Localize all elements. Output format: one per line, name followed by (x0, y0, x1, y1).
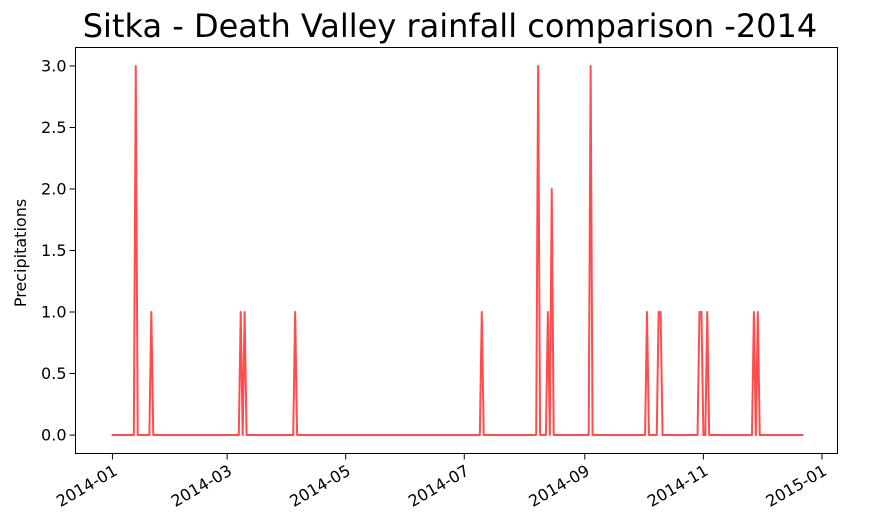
data-point (244, 311, 246, 313)
data-point (481, 311, 483, 313)
data-point (240, 311, 242, 313)
data-point (294, 311, 296, 313)
data-point (706, 311, 708, 313)
y-tick-label: 0.5 (41, 364, 66, 383)
y-tick-label: 0.0 (41, 426, 66, 445)
data-point (646, 311, 648, 313)
y-axis-label: Precipitations (11, 199, 30, 307)
data-point (537, 65, 539, 67)
x-tick-label: 2014-11 (644, 461, 711, 511)
y-tick-label: 2.5 (41, 118, 66, 137)
y-tick-label: 2.0 (41, 179, 66, 198)
data-point (753, 311, 755, 313)
y-tick-label: 1.5 (41, 241, 66, 260)
x-tick-label: 2014-09 (525, 461, 592, 511)
data-point (547, 311, 549, 313)
x-tick-label: 2014-05 (286, 461, 353, 511)
x-tick-label: 2015-01 (763, 461, 830, 511)
data-point (701, 311, 703, 313)
data-point (757, 311, 759, 313)
x-tick-label: 2014-03 (168, 461, 235, 511)
data-point (151, 311, 153, 313)
y-tick-label: 1.0 (41, 303, 66, 322)
chart-title: Sitka - Death Valley rainfall comparison… (83, 7, 818, 45)
x-tick-label: 2014-07 (405, 461, 472, 511)
data-point (135, 65, 137, 67)
data-point (658, 311, 660, 313)
y-tick-label: 3.0 (41, 56, 66, 75)
data-point (699, 311, 701, 313)
data-point (551, 188, 553, 190)
series-line (111, 64, 804, 437)
plot-frame (75, 47, 838, 454)
data-point (660, 311, 662, 313)
x-tick-label: 2014-01 (53, 461, 120, 511)
data-point (590, 65, 592, 67)
